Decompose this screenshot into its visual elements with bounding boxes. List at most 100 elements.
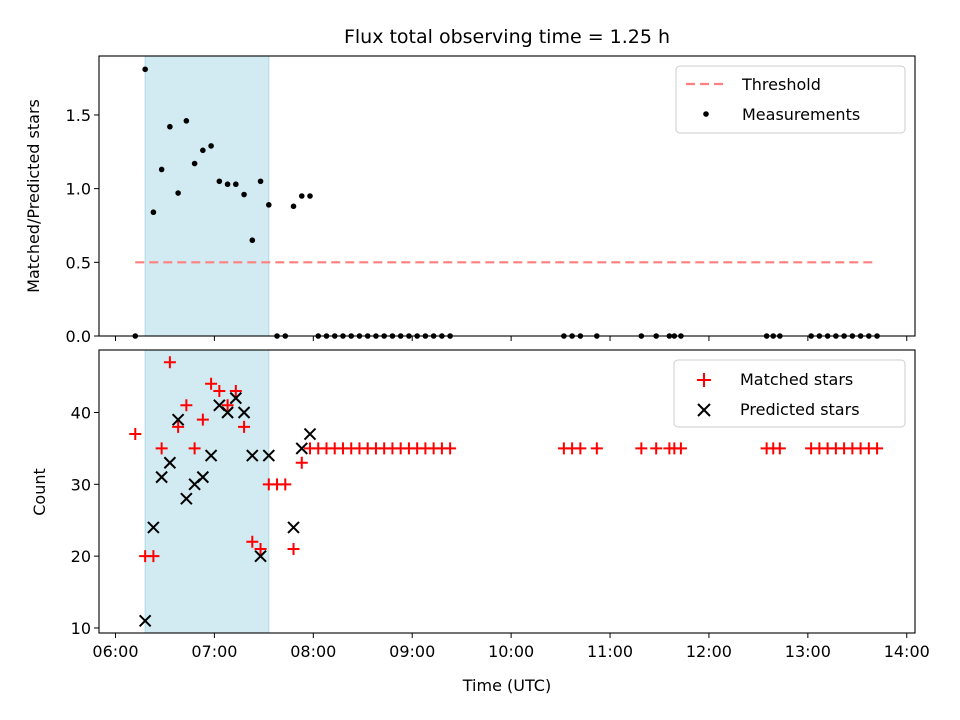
predicted-star-point <box>287 521 300 534</box>
bottom-y-axis-label: Count <box>30 468 49 516</box>
predicted-star-point <box>303 427 317 441</box>
matched-star-point <box>188 442 201 455</box>
matched-star-point <box>196 413 209 426</box>
measurement-point <box>249 237 256 244</box>
predicted-star-point <box>295 442 308 455</box>
matched-star-point <box>155 442 168 455</box>
legend-matched-swatch <box>697 373 711 387</box>
legend-predicted-swatch <box>697 403 711 417</box>
predicted-star-point <box>155 470 168 484</box>
x-tick-label: 14:00 <box>884 642 930 661</box>
bottom-y-tick-label: 10 <box>71 619 91 638</box>
predicted-star-point <box>196 470 210 484</box>
x-tick-label: 06:00 <box>92 642 138 661</box>
matched-star-point <box>590 442 603 455</box>
predicted-star-point <box>204 449 218 462</box>
matched-star-point <box>295 456 308 469</box>
bottom-shaded-span <box>144 349 270 634</box>
predicted-star-point <box>246 449 259 462</box>
measurement-point <box>200 147 206 154</box>
matched-star-point <box>650 442 663 455</box>
measurement-point <box>158 166 165 173</box>
measurement-point <box>183 118 190 124</box>
measurement-point <box>224 181 231 188</box>
matched-star-point <box>635 442 648 455</box>
measurement-point <box>257 178 264 185</box>
matched-star-point <box>444 442 457 455</box>
x-tick-label: 07:00 <box>191 642 237 661</box>
x-tick-label: 09:00 <box>389 642 435 661</box>
top-panel: 0.0 0.5 1.0 1.5 Matched/Predicted stars Thr… <box>24 55 916 346</box>
matched-star-point <box>213 384 226 397</box>
predicted-star-point <box>180 492 193 505</box>
matched-star-point <box>871 442 884 455</box>
top-x-ticks <box>114 336 908 341</box>
matched-star-point <box>221 399 234 412</box>
measurement-point <box>142 66 148 73</box>
measurement-point <box>191 160 198 167</box>
matched-star-point <box>246 535 259 548</box>
predicted-stars-series <box>138 391 317 627</box>
bottom-y-tick-label: 30 <box>71 475 91 494</box>
bottom-legend-box <box>673 359 906 428</box>
matched-star-point <box>674 442 687 455</box>
top-plot-frame <box>98 55 916 337</box>
bottom-panel: 10 20 30 40 Count 06:00 07:00 08:00 09:00 10:00… <box>30 349 930 695</box>
legend-matched-label: Matched stars <box>740 370 853 389</box>
x-axis-label: Time (UTC) <box>462 676 551 695</box>
measurement-point <box>241 191 247 198</box>
legend-predicted-label: Predicted stars <box>740 400 860 419</box>
bottom-y-tick-label: 20 <box>71 547 91 566</box>
x-tick-label: 12:00 <box>686 642 732 661</box>
predicted-star-point <box>237 406 251 419</box>
top-y-axis: 0.0 0.5 1.0 1.5 <box>66 106 99 346</box>
matched-star-point <box>287 542 300 555</box>
measurement-point <box>307 193 313 199</box>
legend-measurements-swatch <box>703 111 709 117</box>
x-tick-label: 11:00 <box>587 642 633 661</box>
matched-star-point <box>129 428 142 441</box>
top-y-tick-label: 0.0 <box>66 327 91 346</box>
top-legend: Threshold Measurements <box>675 65 906 134</box>
chart-title: Flux total observing time = 1.25 h <box>344 26 670 48</box>
bottom-plot-frame <box>98 349 916 634</box>
top-y-tick-label: 0.5 <box>66 253 91 272</box>
predicted-star-point <box>254 549 267 563</box>
top-y-tick-label: 1.0 <box>66 180 91 199</box>
bottom-y-axis: 10 20 30 40 <box>71 403 99 638</box>
legend-measurements-label: Measurements <box>742 105 860 124</box>
top-y-tick-label: 1.5 <box>66 106 91 125</box>
measurement-point <box>298 193 305 199</box>
predicted-star-point <box>229 391 243 405</box>
matched-star-point <box>147 550 160 563</box>
predicted-star-point <box>138 614 152 627</box>
matched-star-point <box>574 442 587 455</box>
measurement-point <box>290 203 297 210</box>
measurement-point <box>167 123 173 130</box>
matched-star-point <box>163 356 176 369</box>
measurement-point <box>265 202 272 208</box>
matched-star-point <box>205 377 218 390</box>
x-tick-label: 10:00 <box>488 642 534 661</box>
measurement-point <box>175 190 181 196</box>
predicted-star-point <box>221 406 234 419</box>
measurement-point <box>233 181 239 188</box>
matched-star-point <box>172 420 185 433</box>
matched-star-point <box>180 399 193 412</box>
predicted-star-point <box>147 521 160 534</box>
top-y-axis-label: Matched/Predicted stars <box>24 99 43 293</box>
matched-star-point <box>279 478 292 491</box>
predicted-star-point <box>171 413 185 426</box>
matched-star-point <box>773 442 786 455</box>
top-shaded-span <box>144 55 270 337</box>
bottom-legend: Matched stars Predicted stars <box>673 359 906 428</box>
matched-star-point <box>229 384 242 397</box>
predicted-star-point <box>262 449 276 462</box>
measurement-point <box>216 178 223 185</box>
bottom-y-tick-label: 40 <box>71 403 91 422</box>
top-legend-box <box>675 65 906 134</box>
measurement-point <box>208 143 214 149</box>
matched-stars-series <box>129 356 884 563</box>
bottom-x-axis: 06:00 07:00 08:00 09:00 10:00 11:00 12:00 13:00… <box>92 633 930 661</box>
